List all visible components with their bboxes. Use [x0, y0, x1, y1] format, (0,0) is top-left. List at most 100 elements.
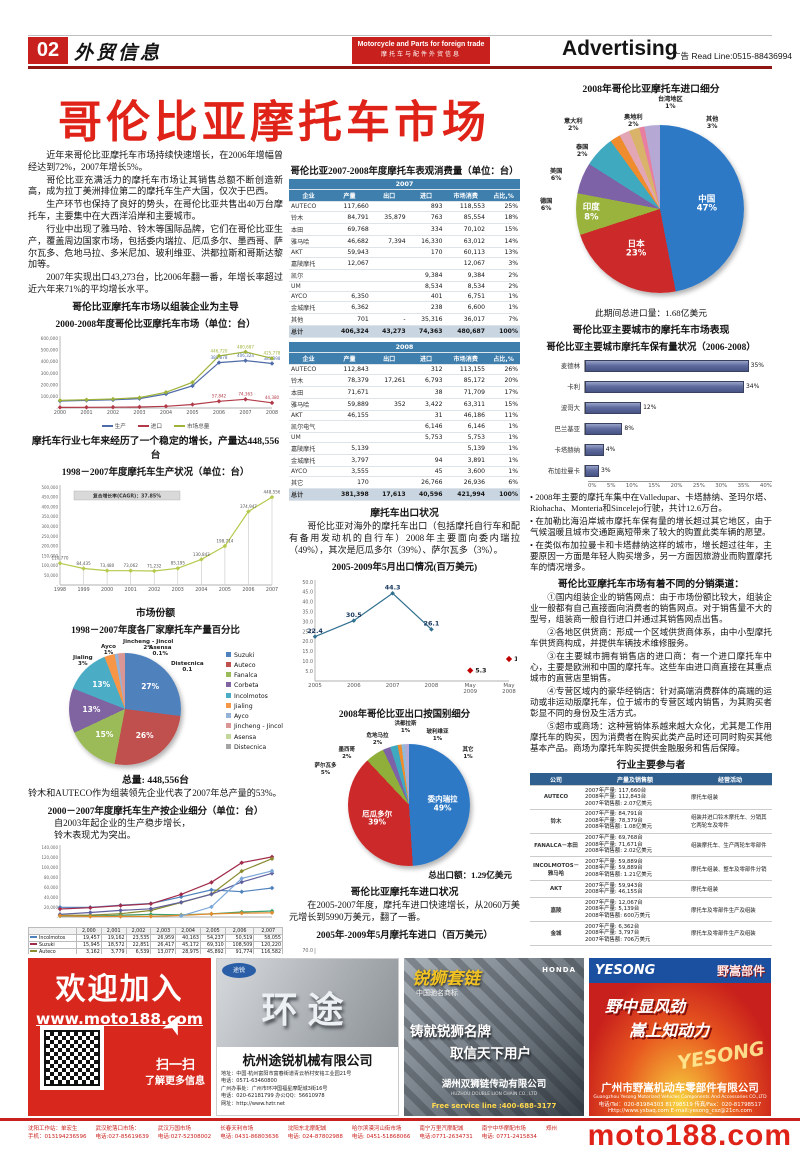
pie-label: 13% — [92, 679, 111, 689]
export-paragraph: 哥伦比亚对海外的摩托车出口（包括摩托自行车和配有备用发动机的自行车）2008年主… — [289, 521, 520, 555]
paragraph: 近年来哥伦比亚摩托车市场持续快速增长，在2006年增幅曾经达到72%，2007年… — [28, 150, 283, 172]
yesong-slogan-1: 野中显风劲 — [605, 997, 686, 1016]
svg-text:-: - — [57, 915, 59, 920]
share_pie: 27% 26% 15% 13% 13% Jialing 3% Ayco 1% Jincheng -… — [47, 637, 207, 769]
lion-slogan-2: 取信天下用户 — [450, 1046, 531, 1062]
footer-rule — [0, 1118, 800, 1121]
pie-label: 印度 8% — [582, 202, 600, 223]
svg-text:5.0: 5.0 — [305, 669, 313, 675]
legend-item: Distecnica — [226, 743, 283, 753]
ad-moto188[interactable]: 欢迎加入 www.moto188.com ➤ 扫一扫 了解更多信息 — [28, 958, 211, 1116]
table-row: AYCO 3,555 45 3,600 1% — [289, 466, 520, 477]
qr-code[interactable] — [40, 1026, 104, 1090]
lion-subtitle: 中国驰名商标 — [416, 989, 458, 997]
right-column: 2008年哥伦比亚摩托车进口细分 中国 47% 日本 23% 印度 8% 德国 6% 美国 6% 泰国… — [530, 78, 772, 956]
ad-double-lion[interactable]: 锐狮套链 中国驰名商标 HONDA 铸就锐狮名牌 取信天下用户 湖州双狮链传动有… — [404, 958, 584, 1116]
legend-item: 生产 — [101, 422, 126, 430]
bar-track: 8% — [584, 422, 772, 435]
svg-text:40.0: 40.0 — [302, 600, 313, 606]
player-stats: 2007年产量: 84,791台 2008年产量: 78,379台 2008年销售额… — [582, 809, 688, 834]
export_trend-chart: 5.0 10.0 15.0 20.0 25.0 30.0 35.0 40.0 45.0 50.0 2… — [302, 580, 520, 696]
svg-text:May: May — [503, 683, 515, 689]
svg-text:500,000: 500,000 — [41, 485, 58, 490]
pie-label: Asensa 0.1% — [149, 644, 172, 657]
table-row: 金城 2007年产量: 6,362台 2008年产量: 3,797台 2007年销售额… — [530, 921, 772, 946]
svg-text:2007: 2007 — [266, 587, 278, 593]
svg-text:2008: 2008 — [502, 690, 516, 696]
import-paragraph: 在2005-2007年度，摩托车进口快速增长，从2060万美元增长到5990万美… — [289, 900, 520, 923]
svg-text:600,000: 600,000 — [41, 336, 59, 341]
ad-huantu[interactable]: 途锐 环途 杭州途锐机械有限公司 地址：中国·杭州富阳市富春街道青云桥村安铭工业… — [216, 958, 399, 1116]
bar-row: 布加拉曼卡 3% — [530, 460, 772, 481]
channel-item: ⑤超市或商场：这种营销体系越来越大众化，尤其是工作用摩托车的购买，因为消费者在购… — [530, 721, 772, 753]
export-heading: 摩托车出口状况 — [370, 508, 439, 519]
svg-text:2005: 2005 — [308, 683, 322, 689]
pie-label: 27% — [141, 681, 160, 691]
bar-label: 布加拉曼卡 — [548, 467, 580, 475]
svg-text:20,000: 20,000 — [44, 905, 58, 910]
player-stats: 2007年产量: 117,660台 2008年产量: 112,843台 2007年销… — [582, 785, 688, 810]
pie-label: 中国 47% — [696, 194, 717, 214]
yesong-logo: YESONG — [595, 963, 656, 978]
paragraph: 哥伦比亚充满活力的摩托车市场让其销售总额不断创造新高，成为拉丁美洲排位第二的摩托… — [28, 174, 283, 197]
left-column: 近年来哥伦比亚摩托车市场持续快速增长，在2006年增幅曾经达到72%，2007年… — [28, 150, 283, 954]
export-trend-block: 5.0 10.0 15.0 20.0 25.0 30.0 35.0 40.0 45.0 50.0 2… — [289, 574, 520, 703]
svg-text:500,000: 500,000 — [41, 347, 59, 352]
svg-text:2002: 2002 — [107, 410, 119, 416]
player-company: 金城 — [530, 921, 582, 946]
import_pie: 中国 47% 日本 23% 印度 8% 德国 6% 美国 6% 泰国 2% 意大利 2% 奥地利 2% 台湾地区… — [530, 96, 772, 305]
yesong-web[interactable]: Http://www.ysbaq.com E-mail:yesong_csz@2… — [607, 1108, 752, 1114]
svg-text:425,778: 425,778 — [264, 350, 280, 355]
chart-title: 1998－2007年度各厂家摩托车产量百分比 — [71, 625, 240, 636]
huantu-company: 杭州途锐机械有限公司 — [242, 1054, 373, 1069]
chain-graphic — [404, 958, 584, 1116]
player-stats: 2007年产量: 59,889台 2008年产量: 59,889台 2008年销售额… — [582, 856, 688, 882]
share-total: 总量: 448,556台 — [122, 774, 189, 786]
svg-text:25.0: 25.0 — [302, 630, 313, 636]
bar — [585, 443, 604, 456]
svg-text:50,000: 50,000 — [44, 573, 58, 578]
pie-label: 意大利 2% — [564, 118, 583, 132]
svg-text:1999: 1999 — [77, 587, 89, 593]
table-row: AUTECO 2007年产量: 117,660台 2008年产量: 112,843台… — [530, 785, 772, 810]
production_history-chart: - 50,000 100,000 150,000 200,000 250,000 300,0… — [41, 485, 280, 593]
bullet-item: • 2008年主要的摩托车集中在Valledupar、卡塔赫纳、圣玛尔塔、Rio… — [530, 492, 772, 513]
table-row: 凯尔电气 6,146 6,146 1% — [289, 420, 520, 433]
svg-text:2006: 2006 — [242, 587, 254, 593]
table-row: 总计 381,398 17,613 40,596 421,994 100% — [289, 488, 520, 501]
bar — [585, 401, 642, 414]
paragraph: 2007年实现出口43,273台，比2006年翻一番，年增长率超过近六年来71%… — [28, 272, 283, 294]
pie-legend: Suzuki Auteco Fanalca Corbeta Incolmotos Jial… — [226, 637, 283, 753]
axis-tick: 40% — [759, 483, 772, 489]
bar — [585, 422, 623, 435]
footer-contact: 武汉舵落口市场： 电话:027-85619639 — [95, 1126, 149, 1141]
share-note: 铃木和AUTECO作为组装领先企业代表了2007年总产量的53%。 — [28, 787, 282, 798]
pie-label: 泰国 2% — [576, 144, 589, 158]
footer-contact: 武汉万国市场 电话:027-52308002 — [157, 1126, 212, 1141]
svg-text:400,000: 400,000 — [41, 504, 58, 509]
middle-column: 哥伦比亚2007-2008年度摩托车表观消费量（单位：台） 2007 企业 产量 出口进… — [289, 160, 520, 954]
table-row: 本田 71,671 38 71,709 17% — [289, 386, 520, 399]
contact-line: 广州办事处：广州市环冲国福星摩配城3街16号 — [221, 1085, 328, 1092]
contact-line: 网址：http://www.hztr.net — [221, 1100, 286, 1107]
player-activity: 摩托车及零部件生产及组装 — [688, 921, 772, 946]
svg-text:2001: 2001 — [125, 587, 137, 593]
page-number: 02 — [28, 37, 68, 64]
svg-text:100,000: 100,000 — [41, 563, 58, 568]
bar-label: 巴兰基亚 — [554, 425, 580, 433]
import_pie-circle — [576, 125, 744, 293]
svg-text:22.4: 22.4 — [307, 627, 323, 635]
svg-text:110,770: 110,770 — [52, 555, 69, 560]
svg-text:73,062: 73,062 — [124, 563, 139, 568]
ad-moto188-url[interactable]: www.moto188.com — [36, 1010, 203, 1028]
svg-text:2003: 2003 — [133, 410, 145, 416]
ad-huantu-photo: 途锐 环途 — [217, 959, 398, 1047]
pie-label: 台湾地区 1% — [658, 96, 683, 110]
svg-text:448,556: 448,556 — [264, 489, 280, 494]
intro-paragraphs: 近年来哥伦比亚摩托车市场持续快速增长，在2006年增幅曾经达到72%，2007年… — [28, 150, 283, 296]
table-row: AKT 59,943 170 60,113 13% — [289, 247, 520, 258]
player-company: FANALCA－本田 — [530, 833, 582, 858]
ad-yesong[interactable]: YESONG 野嵩部件 野中显风劲 嵩上知动力 YESONG 广州市野嵩机动车零… — [589, 958, 771, 1116]
svg-text:2005: 2005 — [219, 587, 231, 593]
